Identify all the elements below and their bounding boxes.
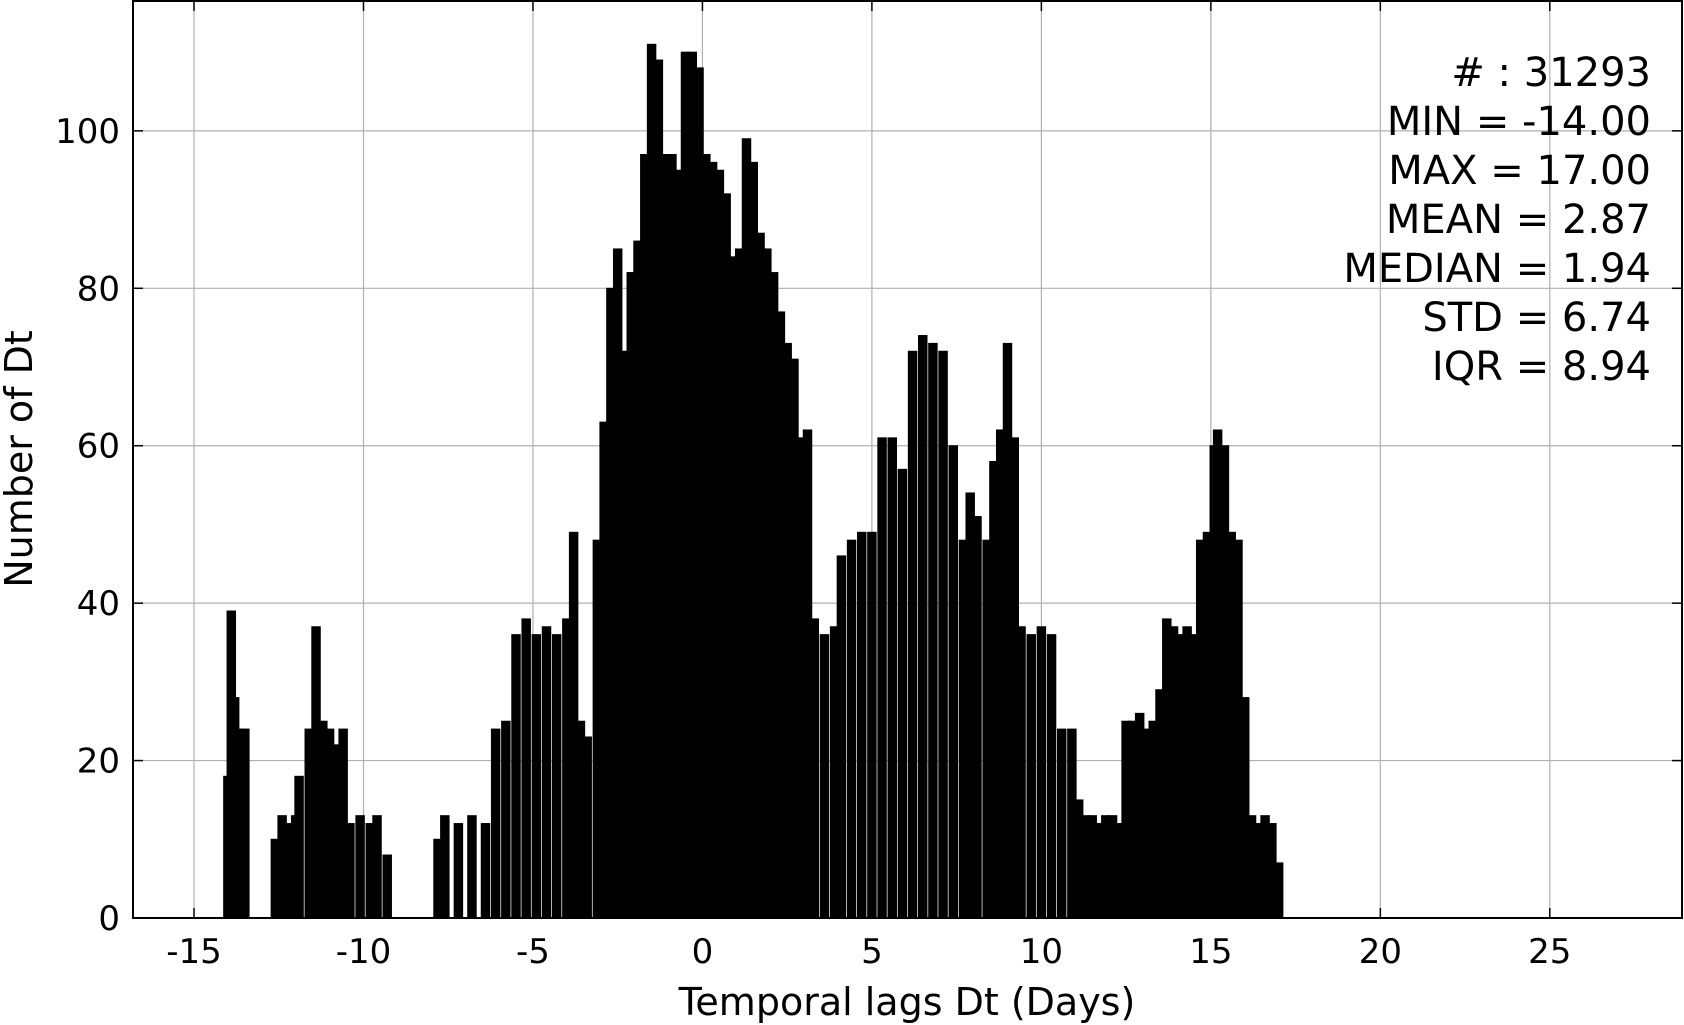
histogram-bar — [867, 531, 877, 919]
histogram-bar — [531, 634, 542, 919]
histogram-bar — [1046, 634, 1057, 919]
x-tick-label: 25 — [1528, 932, 1571, 972]
y-tick-label: 80 — [77, 269, 120, 309]
stat-line: MIN = -14.00 — [1387, 99, 1651, 145]
axis-ticks — [133, 1, 1682, 919]
x-tick-label: 5 — [861, 932, 883, 972]
x-tick-label: 15 — [1189, 932, 1232, 972]
histogram-bar — [551, 634, 562, 919]
histogram-bar — [294, 775, 304, 919]
y-tick-label: 60 — [77, 427, 120, 467]
stat-line: MEDIAN = 1.94 — [1343, 246, 1651, 292]
histogram-bar — [1273, 862, 1284, 919]
plot-frame — [132, 0, 1683, 919]
stat-line: # : 31293 — [1451, 50, 1651, 96]
histogram-bar — [897, 468, 908, 919]
y-tick-label: 40 — [77, 584, 120, 624]
histogram-bar — [1026, 634, 1036, 919]
histogram-bar — [918, 335, 928, 919]
y-tick-label: 0 — [98, 899, 120, 939]
histogram-bar — [355, 815, 365, 919]
histogram-bar — [440, 815, 450, 919]
histogram-bars — [223, 43, 1284, 919]
histogram-bar — [907, 350, 918, 919]
histogram-bar — [511, 634, 521, 919]
histogram-bar — [467, 815, 477, 919]
x-tick-label: 0 — [692, 932, 714, 972]
histogram-bar — [857, 531, 867, 919]
histogram-bar — [480, 823, 491, 919]
histogram-bar — [846, 539, 857, 919]
y-tick-label: 20 — [77, 742, 120, 782]
histogram-bar — [809, 618, 820, 919]
histogram-bar — [938, 350, 948, 919]
x-tick-label: -5 — [516, 932, 550, 972]
histogram-bar — [1056, 728, 1067, 919]
histogram-bar — [836, 555, 847, 919]
histogram-bar — [972, 516, 982, 919]
histogram-bar — [521, 618, 531, 919]
histogram-bar — [877, 437, 887, 919]
x-tick-label: -15 — [166, 932, 222, 972]
histogram-bar — [541, 626, 552, 919]
stat-line: STD = 6.74 — [1422, 295, 1651, 341]
x-axis-label: Temporal lags Dt (Days) — [678, 980, 1136, 1024]
histogram-bar — [819, 634, 830, 919]
x-tick-label: -10 — [336, 932, 392, 972]
stat-line: IQR = 8.94 — [1432, 344, 1651, 390]
histogram-bar — [345, 823, 355, 919]
histogram-bar — [1036, 626, 1047, 919]
x-tick-labels: -15 -10 -5 0 5 10 15 20 25 — [166, 932, 1571, 972]
histogram-bar — [948, 445, 958, 919]
histogram-bar — [887, 437, 897, 919]
histogram-bar — [382, 854, 392, 919]
histogram-bar — [1016, 626, 1026, 919]
histogram-bar — [928, 342, 938, 919]
histogram-bar — [501, 720, 511, 919]
histogram-bar — [490, 728, 501, 919]
histogram-bar — [453, 823, 464, 919]
y-tick-label: 100 — [55, 112, 120, 152]
x-tick-label: 20 — [1359, 932, 1402, 972]
stat-line: MEAN = 2.87 — [1386, 197, 1651, 243]
stat-line: MAX = 17.00 — [1388, 148, 1651, 194]
histogram-bar — [372, 815, 382, 919]
y-tick-labels: 0 20 40 60 80 100 — [55, 112, 120, 939]
x-tick-label: 10 — [1020, 932, 1063, 972]
y-axis-label: Number of Dt — [0, 330, 41, 588]
histogram-bar — [240, 728, 250, 919]
histogram-bar — [582, 736, 592, 919]
